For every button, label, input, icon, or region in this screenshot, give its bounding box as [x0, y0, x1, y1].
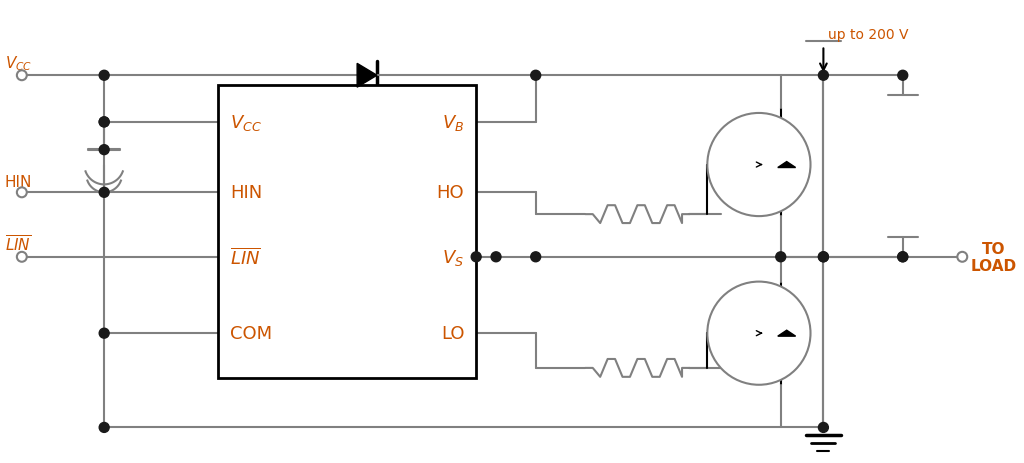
Circle shape: [818, 423, 828, 432]
Text: $\overline{LIN}$: $\overline{LIN}$: [230, 247, 261, 268]
Circle shape: [957, 252, 968, 262]
Text: $V_S$: $V_S$: [442, 247, 464, 267]
Circle shape: [818, 71, 828, 81]
Circle shape: [898, 71, 907, 81]
Text: LO: LO: [440, 325, 464, 343]
Text: $\overline{LIN}$: $\overline{LIN}$: [5, 234, 32, 254]
Text: up to 200 V: up to 200 V: [828, 27, 909, 41]
Circle shape: [898, 252, 907, 262]
Circle shape: [99, 71, 110, 81]
Circle shape: [99, 118, 110, 128]
Circle shape: [99, 423, 110, 432]
Text: $V_{CC}$: $V_{CC}$: [5, 55, 32, 73]
Text: $V_{CC}$: $V_{CC}$: [230, 113, 262, 132]
Circle shape: [530, 71, 541, 81]
Circle shape: [99, 188, 110, 198]
Text: HIN: HIN: [230, 184, 262, 202]
Circle shape: [16, 252, 27, 262]
Circle shape: [492, 252, 501, 262]
Circle shape: [99, 145, 110, 155]
Circle shape: [99, 329, 110, 338]
Circle shape: [16, 188, 27, 198]
Bar: [218, 86, 476, 378]
Circle shape: [708, 282, 811, 385]
Polygon shape: [357, 64, 377, 88]
Text: TO
LOAD: TO LOAD: [970, 241, 1017, 274]
Polygon shape: [778, 331, 796, 337]
Circle shape: [776, 252, 785, 262]
Text: COM: COM: [230, 325, 272, 343]
Circle shape: [818, 252, 828, 262]
Circle shape: [471, 252, 481, 262]
Polygon shape: [778, 162, 796, 168]
Text: HO: HO: [436, 184, 464, 202]
Text: HIN: HIN: [5, 175, 33, 190]
Circle shape: [818, 252, 828, 262]
Circle shape: [99, 118, 110, 128]
Text: $V_B$: $V_B$: [442, 113, 464, 132]
Circle shape: [530, 252, 541, 262]
Circle shape: [708, 114, 811, 217]
Circle shape: [16, 71, 27, 81]
Circle shape: [898, 252, 907, 262]
